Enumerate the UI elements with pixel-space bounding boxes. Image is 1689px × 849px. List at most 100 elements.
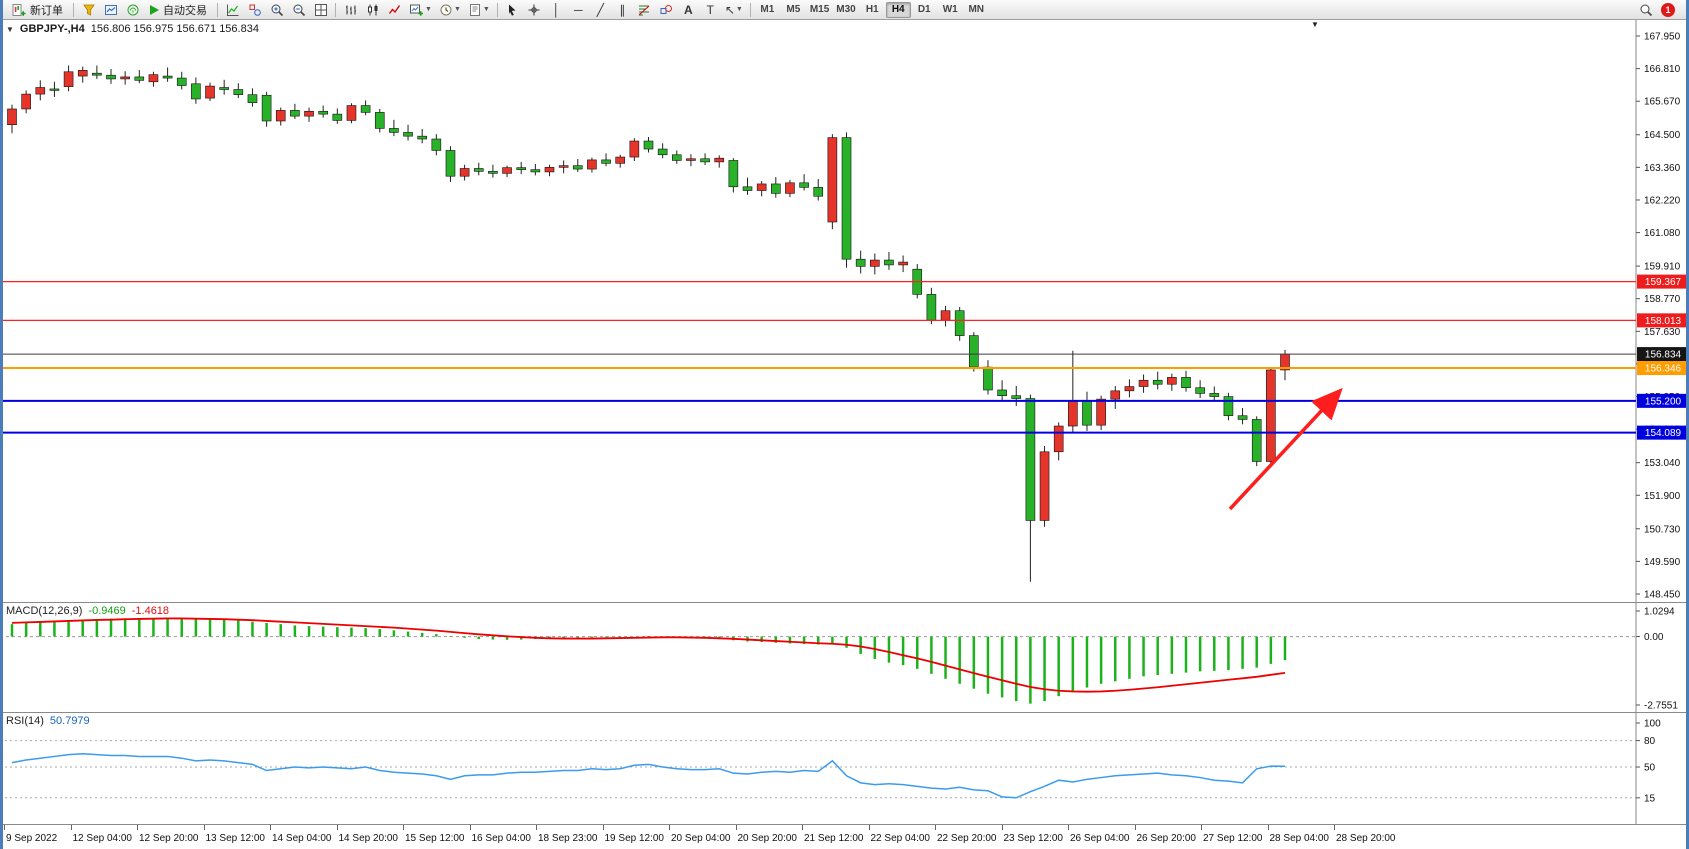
price-tag-label: 155.200 [1645, 396, 1682, 407]
time-axis[interactable]: 9 Sep 2022 12 Sep 04:00 12 Sep 20:00 13 Sep… [0, 824, 1689, 849]
candle-body [502, 167, 512, 174]
vertical-line-icon: │ [552, 2, 561, 17]
arrow-tool-icon: ↖ [724, 2, 735, 17]
line-chart-icon [388, 4, 400, 14]
price-axis-label: 161.080 [1644, 228, 1681, 239]
text-label-button[interactable]: T [700, 1, 721, 18]
toolbar-separator [496, 2, 498, 17]
candle-body [926, 294, 937, 321]
macd-panel[interactable]: MACD(12,26,9) -0.9469 -1.4618 1.0294 0.00… [0, 602, 1689, 713]
toolbar-separator [217, 2, 218, 17]
templates-menu-button[interactable]: ▼ [465, 1, 493, 18]
candlestick-chart-button[interactable] [362, 1, 383, 18]
time-axis-tick [1068, 825, 1069, 830]
candle-body [601, 159, 611, 164]
time-axis-label: 28 Sep 20:00 [1336, 833, 1396, 844]
candlestick-chart[interactable]: 167.950 166.810 165.670 164.500 163.360 162.2… [0, 20, 1689, 602]
rsi-panel[interactable]: RSI(14) 50.7979 100 80 50 15 [0, 712, 1689, 825]
macd-chart[interactable]: 1.0294 0.00 -2.7551 [0, 603, 1689, 713]
time-axis-label: 16 Sep 04:00 [471, 833, 532, 844]
autotrading-button[interactable]: 自动交易 [144, 1, 213, 18]
macd-axis-label: -2.7551 [1644, 701, 1678, 712]
time-axis-tick [336, 825, 338, 830]
candle-body [304, 110, 314, 117]
rsi-axis-label: 100 [1644, 719, 1661, 730]
profiles-clock-icon [440, 4, 452, 15]
price-tag-label: 156.834 [1645, 350, 1682, 361]
time-axis-label: 12 Sep 20:00 [139, 833, 199, 844]
main-chart-panel[interactable]: ▼ GBPJPY-,H4 156.806 156.975 156.671 156… [0, 20, 1689, 602]
timeframe-button-m30[interactable]: M30 [833, 2, 858, 18]
search-button[interactable] [1635, 1, 1656, 18]
navigator-button[interactable] [122, 1, 143, 18]
timeframe-button-h1[interactable]: H1 [860, 2, 885, 18]
timeframe-button-m1[interactable]: M1 [755, 2, 780, 18]
macd-signal-line [11, 617, 1286, 693]
trendline-button[interactable]: ╱ [590, 1, 611, 18]
one-click-trading-toggle[interactable]: ▼ [6, 24, 14, 34]
indicators-button[interactable] [222, 1, 243, 18]
notification-badge[interactable]: 1 [1661, 2, 1675, 17]
object-list-icon [249, 4, 261, 16]
candle-body [770, 183, 781, 194]
time-axis-tick [935, 825, 936, 830]
timeframe-button-m5[interactable]: M5 [781, 2, 806, 18]
candle-body [898, 261, 908, 266]
time-axis-label: 26 Sep 20:00 [1136, 833, 1197, 844]
candle-body [162, 75, 173, 79]
navigator-icon [127, 4, 138, 15]
trend-arrow-annotation[interactable] [1228, 387, 1343, 511]
text-button[interactable]: A [678, 1, 699, 18]
data-window-button[interactable] [100, 1, 121, 18]
candle-body [77, 70, 88, 77]
fibonacci-button[interactable] [634, 1, 655, 18]
new-order-icon [12, 3, 26, 16]
shapes-button[interactable] [656, 1, 677, 18]
zoom-in-button[interactable] [266, 1, 287, 18]
candle-body [629, 140, 640, 158]
price-axis-label: 164.500 [1644, 130, 1681, 141]
autotrading-label: 自动交易 [163, 4, 207, 17]
chart-shift-marker[interactable]: ▼ [1311, 20, 1319, 29]
object-list-button[interactable] [244, 1, 265, 18]
candle-body [403, 132, 413, 137]
candle-body [742, 186, 753, 191]
tile-windows-icon [314, 3, 327, 16]
candle-body [332, 113, 343, 121]
timeframe-button-m15[interactable]: M15 [807, 2, 832, 18]
candle-body [49, 88, 60, 91]
horizontal-line-button[interactable]: ─ [568, 1, 589, 18]
candle-body [148, 74, 159, 83]
timeframe-button-w1[interactable]: W1 [938, 2, 963, 18]
horizontal-line-icon: ─ [574, 2, 583, 17]
tile-windows-button[interactable] [310, 1, 331, 18]
zoom-out-button[interactable] [288, 1, 309, 18]
crosshair-button[interactable] [524, 1, 545, 18]
toolbar-separator [73, 2, 74, 17]
bar-chart-button[interactable] [340, 1, 361, 18]
new-chart-button[interactable]: ▼ [406, 1, 435, 18]
candle-body [657, 148, 668, 156]
time-axis-tick [70, 825, 72, 830]
market-watch-button[interactable] [78, 1, 99, 18]
channel-button[interactable]: ∥ [612, 1, 633, 18]
vertical-line-button[interactable]: │ [546, 1, 567, 18]
new-order-button[interactable]: 新订单 [6, 1, 69, 18]
toolbar-separator [335, 2, 336, 17]
profiles-menu-button[interactable]: ▼ [436, 1, 464, 18]
timeframe-button-d1[interactable]: D1 [912, 2, 937, 18]
candle-body [205, 85, 215, 99]
arrows-menu-button[interactable]: ↖ ▼ [722, 1, 746, 18]
timeframe-button-h4[interactable]: H4 [885, 1, 911, 18]
cursor-button[interactable] [502, 1, 523, 18]
line-chart-button[interactable] [384, 1, 405, 18]
timeframe-button-mn[interactable]: MN [964, 2, 989, 18]
candle-body [728, 160, 739, 188]
price-tag-label: 159.367 [1645, 277, 1682, 288]
candle-body [643, 140, 654, 150]
macd-axis-label: 1.0294 [1644, 607, 1675, 618]
candle-body [488, 171, 498, 174]
price-tag [1637, 347, 1689, 362]
rsi-chart[interactable]: 100 80 50 15 [0, 713, 1689, 825]
time-axis-tick [536, 825, 537, 830]
